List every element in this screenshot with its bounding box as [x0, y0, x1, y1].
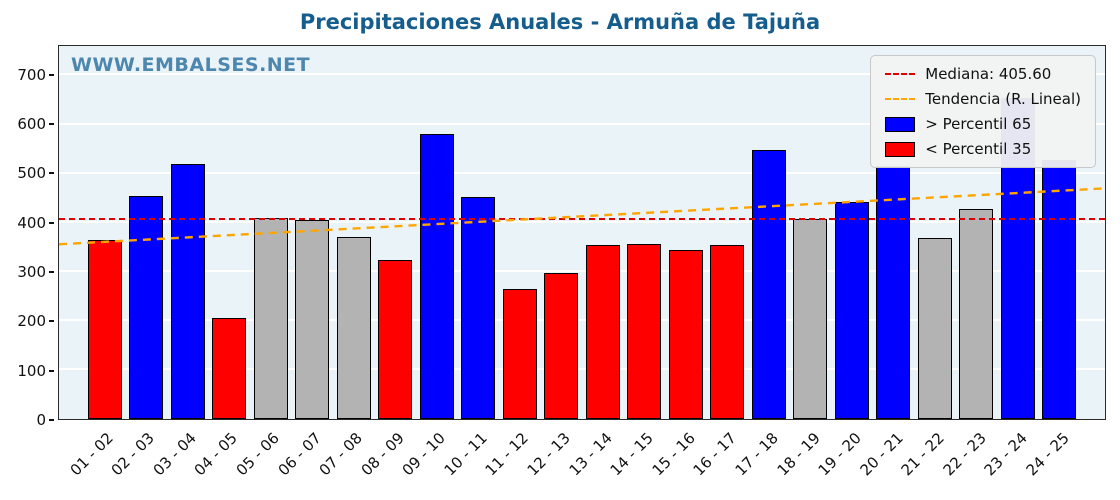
y-tick-label: 400 [17, 213, 46, 232]
bar-slot [333, 46, 375, 419]
bar [627, 243, 662, 419]
legend-median-label: Mediana: 405.60 [925, 65, 1052, 83]
gridline [59, 367, 1105, 370]
bar-slot [582, 46, 624, 419]
y-tickmark [49, 419, 54, 421]
legend-p65-label: > Percentil 65 [925, 115, 1032, 133]
y-axis: 0 100 200 300 400 500 600 700 [0, 45, 54, 429]
y-tickmark [49, 221, 54, 224]
bar-slot [84, 46, 126, 419]
x-tick-label: 01 - 02 [66, 429, 117, 480]
bar [87, 239, 122, 419]
chart-title: Precipitaciones Anuales - Armuña de Taju… [299, 10, 821, 34]
gridline [59, 318, 1105, 321]
p65-color-swatch [885, 116, 916, 132]
bar [419, 134, 454, 419]
legend-item-trend: Tendencia (R. Lineal) [885, 90, 1081, 108]
x-slot: 24 - 25 [1023, 421, 1081, 496]
gridline [59, 73, 1105, 76]
bar [336, 237, 371, 419]
y-tick-label: 0 [36, 411, 46, 429]
legend: Mediana: 405.60 Tendencia (R. Lineal) > … [870, 55, 1096, 168]
median-line [59, 217, 1105, 220]
y-tickmark [49, 122, 54, 125]
y-tick-label: 100 [17, 361, 46, 380]
y-tick-label: 500 [17, 164, 46, 183]
bar [917, 238, 952, 419]
bar [751, 150, 786, 419]
bar-slot [707, 46, 749, 419]
y-tick-label: 300 [17, 262, 46, 281]
bar-slot [541, 46, 583, 419]
bar [129, 195, 164, 419]
y-tickmark [49, 369, 54, 372]
plot-area: WWW.EMBALSES.NET Mediana: 405.60 Tendenc… [58, 45, 1106, 420]
bar [710, 244, 745, 419]
trend-line-swatch [885, 98, 916, 100]
bar-slot [375, 46, 417, 419]
y-tick-label: 600 [17, 114, 46, 133]
bar [295, 220, 330, 419]
legend-item-median: Mediana: 405.60 [885, 65, 1081, 83]
p35-color-swatch [885, 141, 916, 157]
y-tickmark [49, 320, 54, 323]
bar [378, 260, 413, 419]
bar [668, 249, 703, 419]
median-line-swatch [885, 73, 916, 75]
bar-slot [831, 46, 873, 419]
y-tick-label: 200 [17, 312, 46, 331]
x-axis-labels: 01 - 02 02 - 03 03 - 04 04 - 05 05 - 06 06 - … [58, 421, 1106, 496]
bar-slot [416, 46, 458, 419]
bar [253, 217, 288, 419]
legend-item-p35: < Percentil 35 [885, 140, 1081, 158]
bar-slot [748, 46, 790, 419]
bar-slot [292, 46, 334, 419]
bar [793, 218, 828, 419]
bar [502, 288, 537, 419]
legend-p35-label: < Percentil 35 [925, 140, 1032, 158]
bar-slot [665, 46, 707, 419]
bar [212, 318, 247, 419]
bar-slot [790, 46, 832, 419]
bar [834, 201, 869, 419]
gridline [59, 122, 1105, 125]
bar-slot [167, 46, 209, 419]
legend-item-p65: > Percentil 65 [885, 115, 1081, 133]
bar [544, 273, 579, 419]
bar-slot [458, 46, 500, 419]
bar-slot [914, 46, 956, 419]
y-tickmark [49, 73, 54, 76]
bar [461, 197, 496, 419]
bar-slot [499, 46, 541, 419]
y-tickmark [49, 270, 54, 273]
watermark: WWW.EMBALSES.NET [71, 54, 311, 76]
gridline [59, 171, 1105, 174]
legend-trend-label: Tendencia (R. Lineal) [925, 90, 1081, 108]
bar-slot [126, 46, 168, 419]
bar [585, 244, 620, 419]
bar-slot [624, 46, 666, 419]
bar-slot [209, 46, 251, 419]
bar [959, 208, 994, 419]
y-tickmark [49, 172, 54, 175]
gridline [59, 269, 1105, 272]
bar [876, 166, 911, 419]
bar-slot [250, 46, 292, 419]
bar [170, 163, 205, 419]
y-tick-label: 700 [17, 65, 46, 84]
bar [1042, 159, 1077, 419]
